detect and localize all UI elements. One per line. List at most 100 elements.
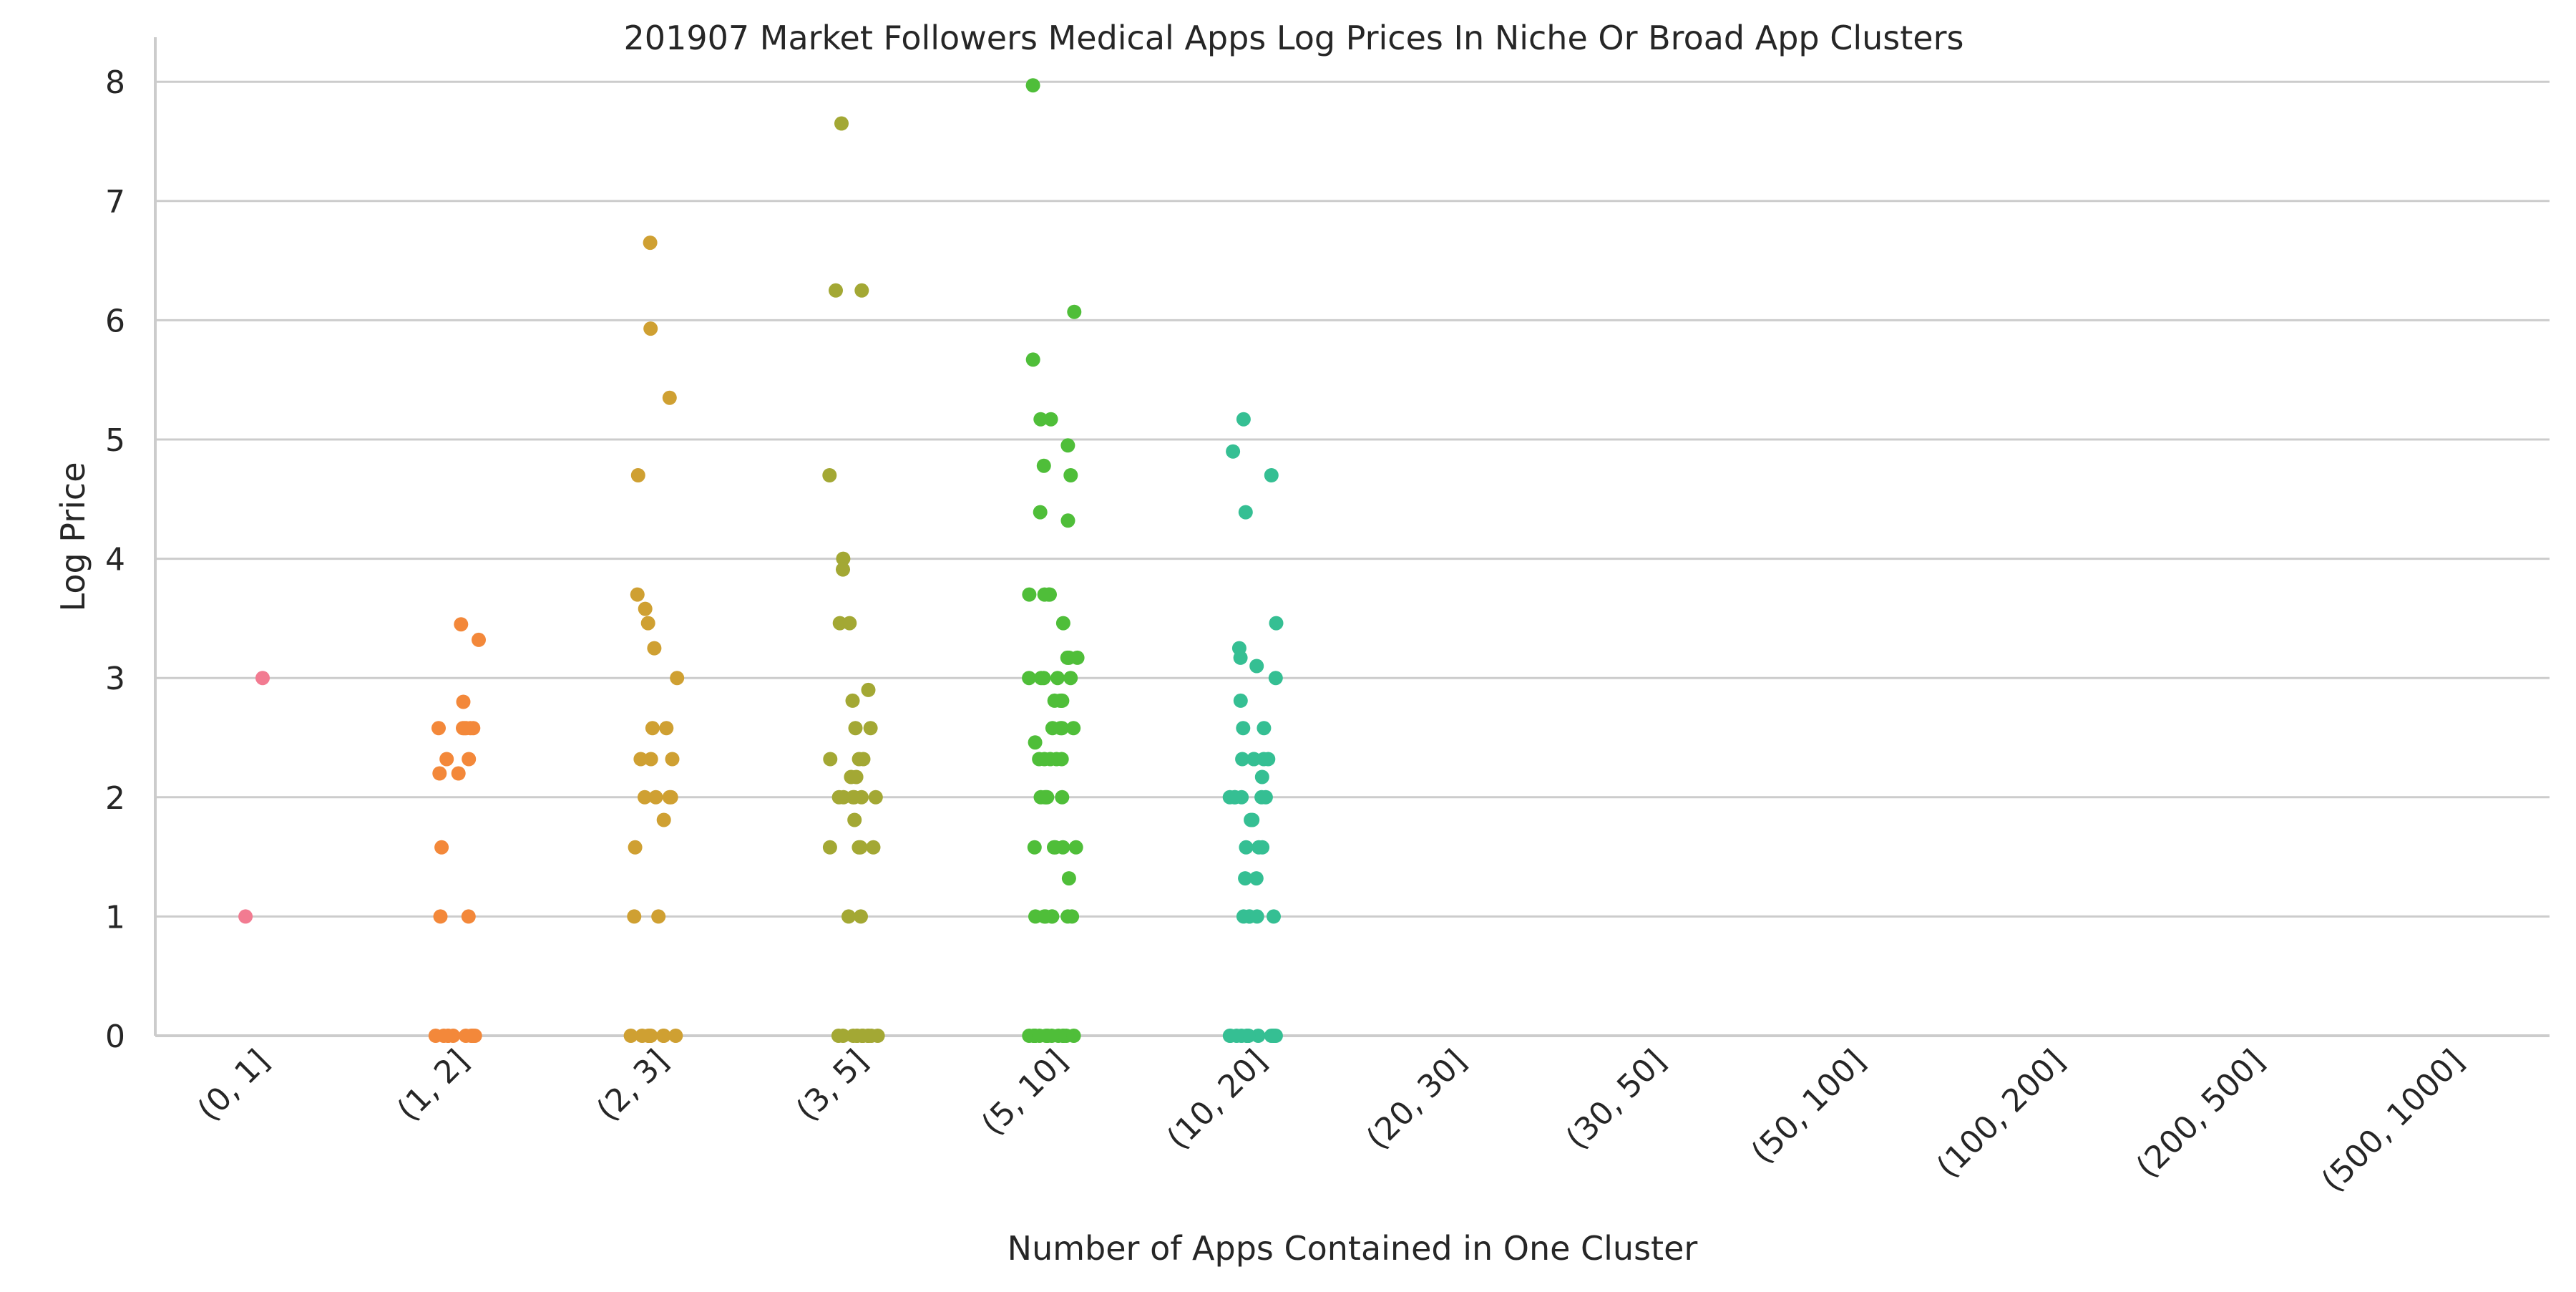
data-point bbox=[1236, 412, 1251, 427]
data-point bbox=[1054, 752, 1069, 767]
data-point bbox=[643, 235, 658, 251]
x-tick-label: (5, 10] bbox=[975, 1043, 1075, 1143]
data-point bbox=[1037, 752, 1052, 767]
data-point bbox=[853, 840, 868, 855]
data-point bbox=[1022, 587, 1037, 602]
data-point bbox=[1037, 587, 1052, 602]
data-point bbox=[1068, 840, 1083, 855]
data-point bbox=[1063, 468, 1078, 482]
data-point bbox=[1244, 812, 1259, 827]
data-point bbox=[1233, 650, 1248, 665]
data-point bbox=[1238, 871, 1253, 886]
data-point bbox=[439, 752, 454, 767]
data-point bbox=[1264, 468, 1279, 482]
data-point bbox=[1268, 1029, 1283, 1043]
data-point bbox=[431, 721, 446, 736]
data-point bbox=[645, 721, 660, 736]
data-point bbox=[623, 1029, 638, 1043]
data-point bbox=[638, 601, 653, 616]
data-point bbox=[630, 468, 645, 482]
data-point bbox=[1025, 78, 1040, 93]
data-point bbox=[1063, 671, 1078, 686]
data-point bbox=[1267, 909, 1281, 924]
x-tick-label: (500, 1000] bbox=[2315, 1043, 2472, 1200]
data-point bbox=[662, 390, 677, 405]
data-point bbox=[459, 721, 474, 736]
data-point bbox=[846, 790, 861, 805]
data-point bbox=[454, 617, 469, 632]
data-point bbox=[434, 840, 449, 855]
data-point bbox=[663, 790, 678, 805]
data-point bbox=[643, 321, 658, 336]
x-axis-label: Number of Apps Contained in One Cluster bbox=[1008, 1229, 1698, 1268]
data-point bbox=[1246, 752, 1262, 767]
y-tick-label: 2 bbox=[105, 780, 125, 817]
data-point bbox=[472, 632, 486, 647]
data-point bbox=[1028, 735, 1043, 750]
data-point bbox=[1055, 790, 1070, 805]
data-point bbox=[1249, 909, 1264, 924]
data-point bbox=[1249, 871, 1264, 886]
data-point bbox=[847, 812, 862, 827]
data-point bbox=[670, 671, 685, 686]
x-tick-label: (20, 30] bbox=[1360, 1043, 1473, 1157]
data-point bbox=[462, 752, 477, 767]
data-point bbox=[651, 909, 666, 924]
data-point bbox=[665, 752, 680, 767]
data-point bbox=[1055, 616, 1070, 631]
gridlines bbox=[155, 80, 2550, 918]
data-point bbox=[868, 790, 883, 805]
data-point bbox=[822, 468, 837, 482]
data-point bbox=[1033, 412, 1048, 427]
data-point bbox=[1036, 458, 1051, 473]
data-point bbox=[1233, 693, 1248, 708]
data-point bbox=[456, 694, 471, 709]
data-point bbox=[1239, 840, 1254, 855]
data-point bbox=[1060, 513, 1075, 528]
x-tick-label: (10, 20] bbox=[1160, 1043, 1274, 1157]
y-tick-labels: 0 1 2 3 4 5 6 7 8 bbox=[105, 64, 125, 1055]
data-point bbox=[1038, 790, 1053, 805]
data-point bbox=[1252, 840, 1267, 855]
data-point bbox=[1257, 752, 1272, 767]
data-point bbox=[1043, 412, 1058, 427]
axes bbox=[154, 37, 2550, 1037]
data-point bbox=[1269, 616, 1284, 631]
data-point bbox=[854, 283, 869, 298]
data-point bbox=[832, 616, 847, 631]
data-point bbox=[823, 752, 838, 767]
y-tick-label: 4 bbox=[105, 542, 125, 578]
data-point bbox=[854, 909, 868, 924]
data-point bbox=[1022, 671, 1037, 686]
data-point bbox=[1027, 840, 1042, 855]
data-point bbox=[638, 790, 652, 805]
data-point bbox=[836, 551, 851, 566]
data-point bbox=[1065, 909, 1080, 924]
data-point bbox=[1226, 444, 1241, 459]
data-point bbox=[1061, 871, 1076, 886]
x-tick-label: (50, 100] bbox=[1745, 1043, 1873, 1171]
data-point bbox=[1060, 438, 1075, 453]
data-point bbox=[461, 909, 476, 924]
data-point bbox=[836, 562, 850, 577]
y-tick-label: 7 bbox=[105, 184, 125, 220]
data-point bbox=[238, 909, 253, 924]
data-point bbox=[1055, 721, 1070, 736]
data-point bbox=[1236, 721, 1251, 736]
y-tick-label: 3 bbox=[105, 661, 125, 697]
data-point bbox=[856, 752, 871, 767]
data-point bbox=[1249, 659, 1264, 674]
data-point bbox=[1067, 304, 1082, 319]
data-point bbox=[1050, 671, 1065, 686]
data-point bbox=[628, 840, 643, 855]
y-tick-label: 6 bbox=[105, 303, 125, 339]
data-point bbox=[1032, 1029, 1047, 1043]
data-point bbox=[856, 1029, 870, 1043]
y-tick-label: 5 bbox=[105, 422, 125, 459]
data-point bbox=[668, 1029, 683, 1043]
data-point bbox=[1028, 909, 1043, 924]
data-point bbox=[640, 616, 655, 631]
x-tick-label: (0, 1] bbox=[190, 1043, 276, 1129]
